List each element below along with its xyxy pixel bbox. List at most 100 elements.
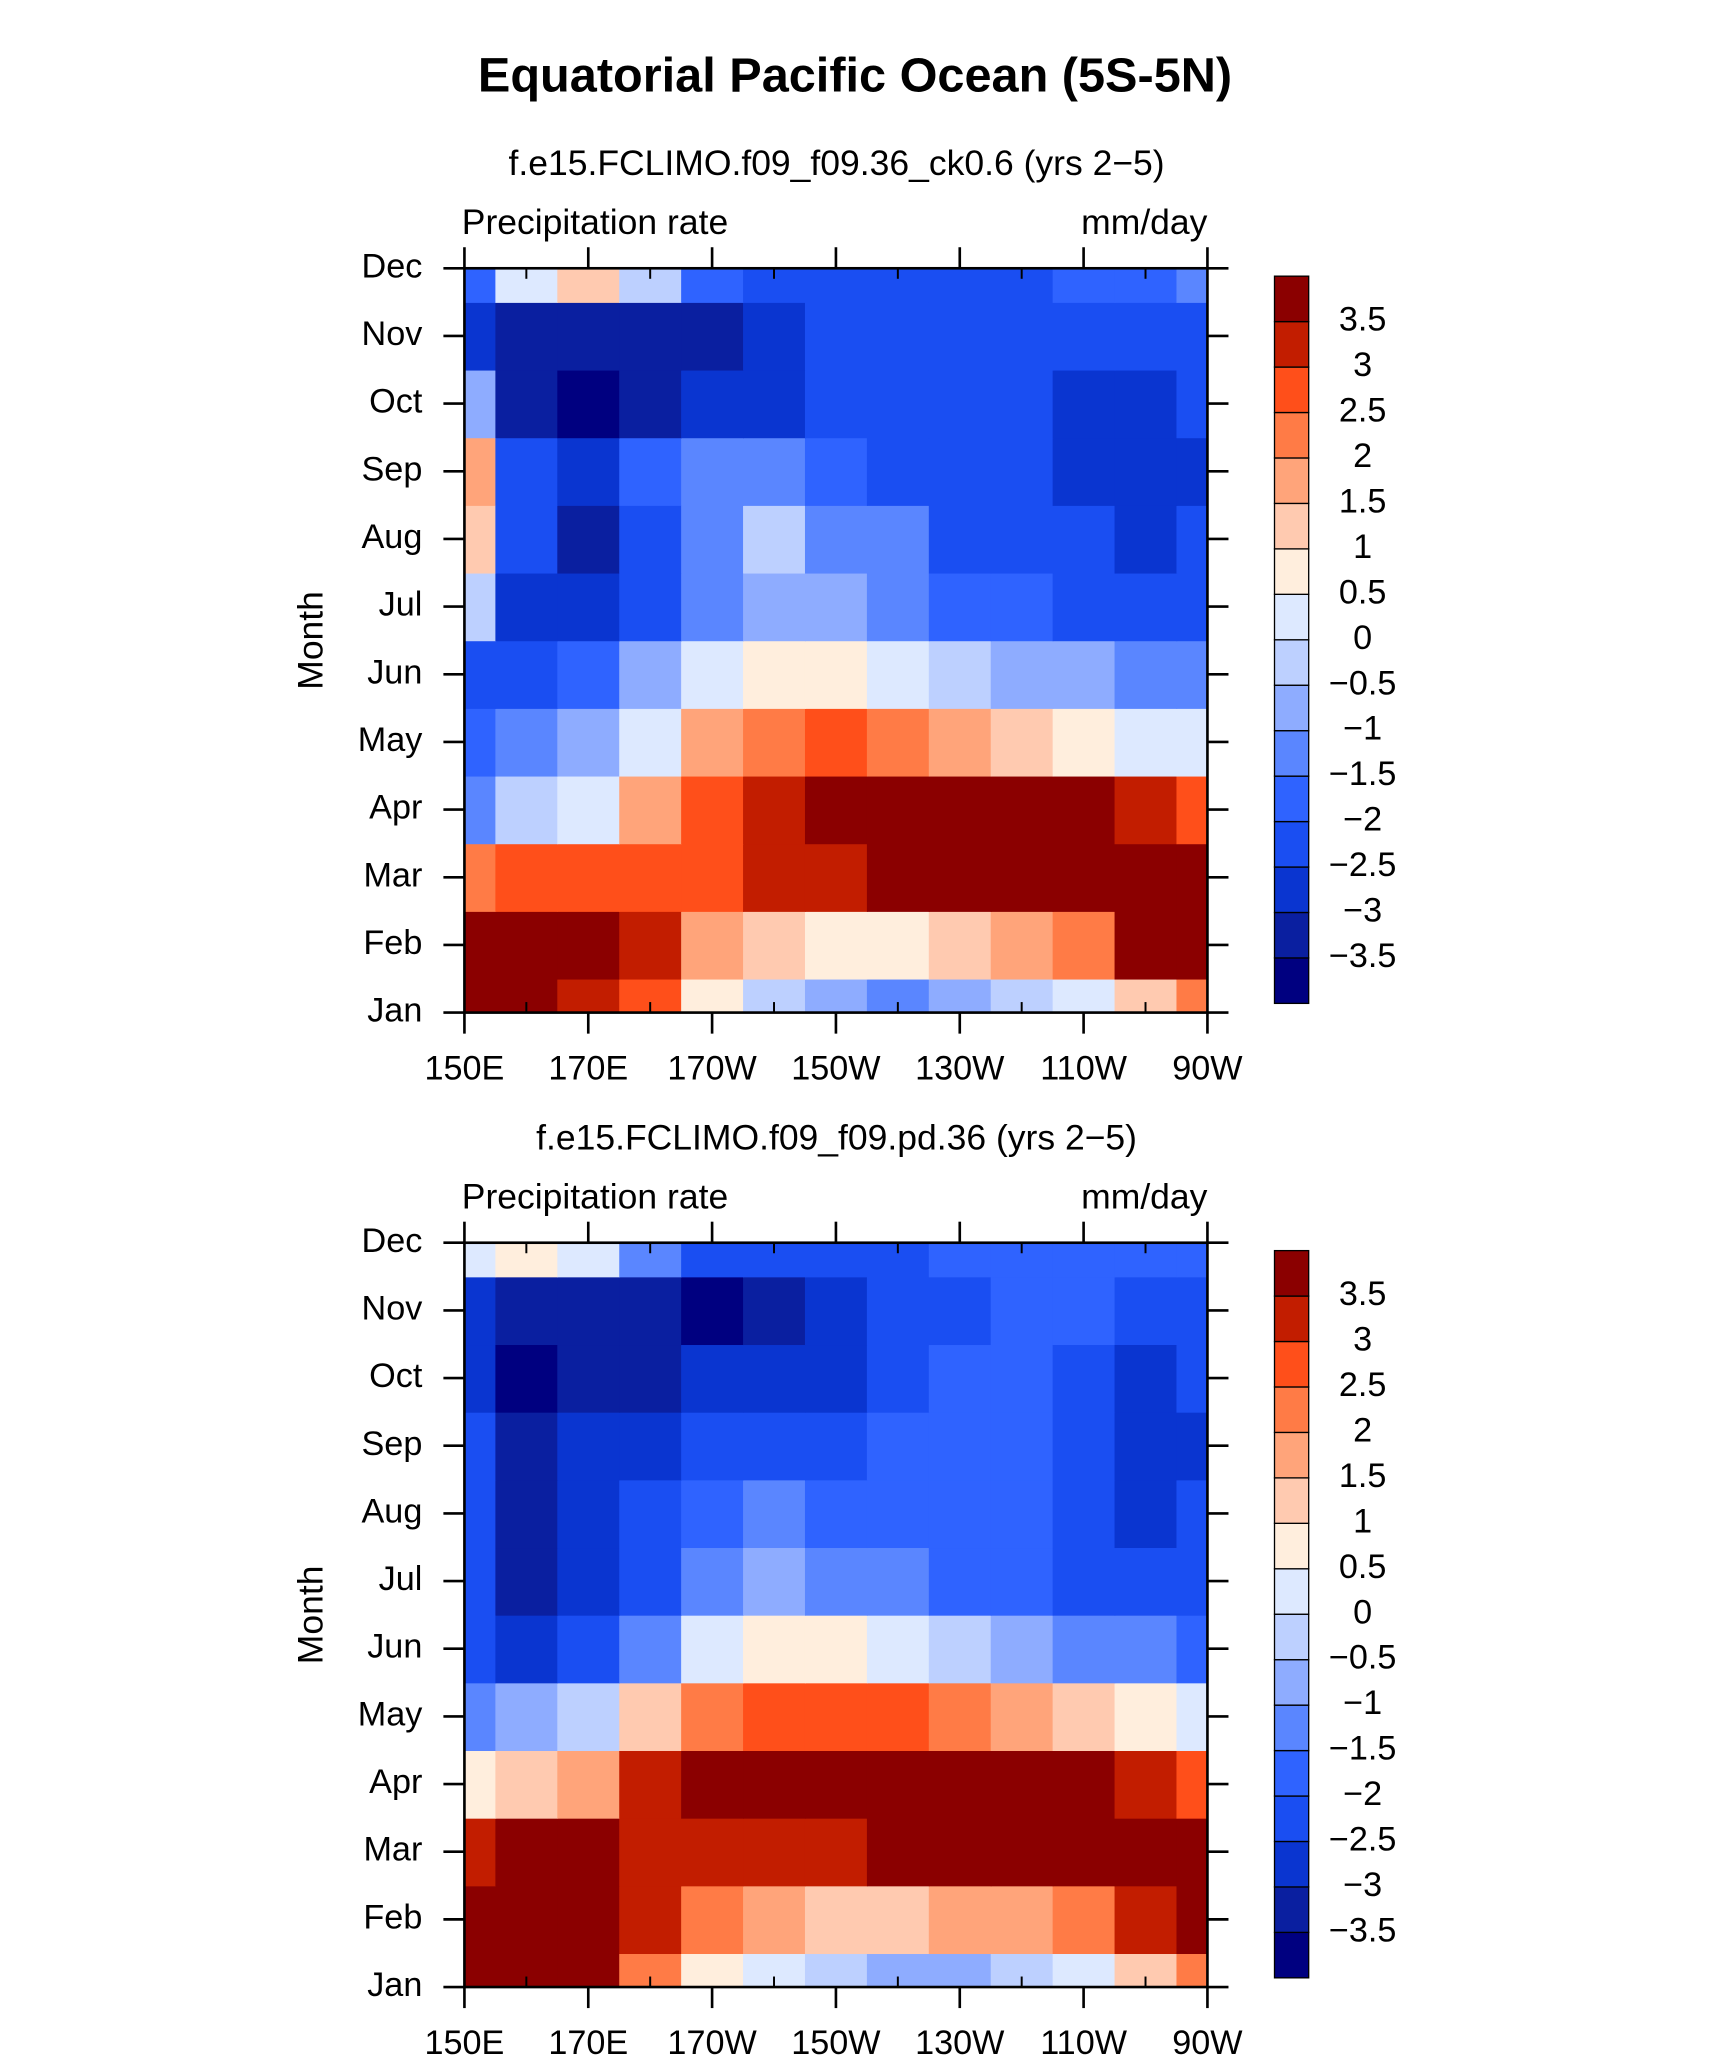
colorbar-label: 1.5 xyxy=(1339,1457,1387,1495)
contour-cell xyxy=(619,1817,682,1887)
contour-cell xyxy=(866,1885,930,1954)
contour-cell xyxy=(866,1547,930,1616)
colorbar-label: 3 xyxy=(1353,1321,1372,1359)
contour-cell xyxy=(743,572,806,642)
contour-cell xyxy=(464,1817,497,1887)
contour-cell xyxy=(866,1614,930,1684)
contour-cell xyxy=(619,1682,682,1752)
contour-cell xyxy=(1176,911,1208,980)
contour-cell xyxy=(464,505,497,574)
contour-cell xyxy=(928,640,992,709)
contour-cell xyxy=(990,437,1054,506)
x-tick-label: 90W xyxy=(1172,2024,1243,2062)
contour-cell xyxy=(1052,1885,1116,1954)
contour-cell xyxy=(866,1479,930,1549)
contour-cell xyxy=(464,1885,497,1954)
contour-cell xyxy=(557,302,621,371)
contour-cell xyxy=(464,1750,497,1819)
contour-cell xyxy=(464,843,497,912)
contour-cell xyxy=(1114,1411,1178,1481)
contour-cell xyxy=(681,1682,744,1752)
contour-cell xyxy=(804,640,868,709)
contour-cell xyxy=(557,775,621,845)
contour-cell xyxy=(1114,1479,1178,1549)
contour-cell xyxy=(1176,1682,1208,1752)
contour-cell xyxy=(557,843,621,912)
contour-cell xyxy=(464,911,497,980)
contour-cell xyxy=(743,640,806,709)
contour-cell xyxy=(804,1242,868,1278)
y-tick-label: Apr xyxy=(369,1763,422,1801)
contour-cell xyxy=(495,437,559,506)
contour-cell xyxy=(928,708,992,777)
y-tick-label: Dec xyxy=(362,247,423,285)
contour-cell xyxy=(495,911,559,980)
contour-cell xyxy=(1176,1750,1208,1819)
contour-cell xyxy=(990,708,1054,777)
x-tick-label: 150E xyxy=(425,1049,505,1087)
contour-cell xyxy=(990,1411,1054,1481)
figure-title: Equatorial Pacific Ocean (5S-5N) xyxy=(478,49,1232,103)
contour-cell xyxy=(928,843,992,912)
contour-cell xyxy=(495,1817,559,1887)
contour-cell xyxy=(928,1953,992,1988)
contour-cell xyxy=(681,268,744,303)
contour-cell xyxy=(804,572,868,642)
contour-cell xyxy=(804,1885,868,1954)
contour-cell xyxy=(743,1276,806,1346)
colorbar-label: −3 xyxy=(1343,892,1382,930)
contour-cell xyxy=(495,1750,559,1819)
contour-cell xyxy=(990,1817,1054,1887)
colorbar-box xyxy=(1273,1749,1310,1797)
contour-cell xyxy=(928,1242,992,1278)
contour-cell xyxy=(557,505,621,574)
contour-cell xyxy=(681,708,744,777)
contour-cell xyxy=(619,1885,682,1954)
contour-cell xyxy=(1176,1885,1208,1954)
contour-cell xyxy=(619,843,682,912)
contour-cell xyxy=(928,775,992,845)
contour-cell xyxy=(495,843,559,912)
contour-cell xyxy=(464,1614,497,1684)
contour-cell xyxy=(990,1614,1054,1684)
contour-cell xyxy=(743,369,806,439)
contour-cell xyxy=(990,775,1054,845)
x-tick-label: 150E xyxy=(425,2024,505,2062)
contour-cell xyxy=(743,1885,806,1954)
colorbar-label: −1.5 xyxy=(1329,1730,1397,1768)
contour-cell xyxy=(464,640,497,709)
colorbar-box xyxy=(1273,1340,1310,1388)
contour-cell xyxy=(557,1411,621,1481)
contour-cell xyxy=(464,1242,497,1278)
x-tick-label: 110W xyxy=(1040,1049,1128,1087)
contour-cell xyxy=(1176,640,1208,709)
contour-cell xyxy=(619,437,682,506)
colorbar-label: 1 xyxy=(1353,528,1372,566)
x-tick-label: 150W xyxy=(791,2024,881,2062)
y-tick-label: May xyxy=(358,1695,423,1733)
contour-cell xyxy=(495,1682,559,1752)
contour-cell xyxy=(804,369,868,439)
contour-cell xyxy=(866,843,930,912)
contour-cell xyxy=(464,1547,497,1616)
contour-cell xyxy=(464,1953,497,1988)
y-tick-label: Dec xyxy=(362,1222,423,1260)
contour-cell xyxy=(681,911,744,980)
y-tick-label: Oct xyxy=(369,1357,423,1395)
contour-cell xyxy=(681,1344,744,1413)
contour-cell xyxy=(928,572,992,642)
contour-cell xyxy=(1052,268,1116,303)
contour-cell xyxy=(804,505,868,574)
contour-cell xyxy=(681,1817,744,1887)
contour-cell xyxy=(1176,843,1208,912)
contour-cell xyxy=(1052,843,1116,912)
contour-cell xyxy=(804,1411,868,1481)
colorbar-label: −2.5 xyxy=(1329,1821,1397,1859)
contour-cell xyxy=(1176,1242,1208,1278)
contour-cell xyxy=(743,708,806,777)
y-tick-label: Oct xyxy=(369,383,423,421)
contour-cell xyxy=(464,268,497,303)
contour-cell xyxy=(1114,1750,1178,1819)
contour-cell xyxy=(1176,1344,1208,1413)
colorbar-box xyxy=(1273,1704,1310,1752)
